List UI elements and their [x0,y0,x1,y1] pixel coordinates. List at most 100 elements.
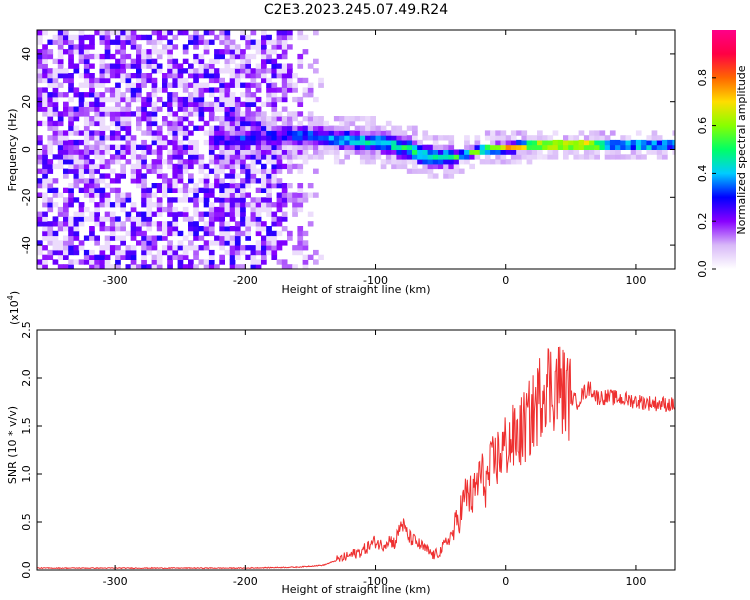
heatmap-cell [307,211,314,217]
heatmap-cell [417,144,423,150]
heatmap-cell [349,135,356,141]
heatmap-cell [328,135,335,141]
heatmap-cell [297,154,304,160]
heatmap-cell [177,101,184,107]
heatmap-cell [104,125,111,131]
heatmap-cell [385,120,392,127]
heatmap-cell [323,130,330,136]
heatmap-cell [63,39,69,45]
heatmap-cell [120,63,126,69]
heatmap-cell [438,163,444,170]
heatmap-cell [94,116,100,122]
heatmap-cell [73,92,80,98]
heatmap-cell [156,53,163,60]
heatmap-cell [281,73,288,79]
colorbar-tick-label: 0.6 [696,117,709,135]
heatmap-cell [365,154,371,160]
heatmap-cell [167,58,173,64]
heatmap-cell [73,221,80,227]
heatmap-cell [57,39,64,45]
heatmap-cell [214,96,220,103]
heatmap-cell [292,154,298,160]
heatmap-cell [609,149,616,155]
heatmap-cell [208,130,215,136]
heatmap-cell [422,154,429,160]
heatmap-cell [234,73,241,79]
heatmap-cell [234,206,241,213]
heatmap-cell [120,73,126,79]
heatmap-cell [255,202,262,208]
heatmap-cell [542,154,548,160]
heatmap-cell [156,39,163,45]
heatmap-cell [68,230,74,237]
heatmap-cell [156,221,163,227]
heatmap-cell [89,101,95,107]
heatmap-cell [156,264,163,269]
heatmap-cell [281,192,288,198]
heatmap-cell [594,130,600,136]
heatmap-cell [63,135,69,141]
heatmap-cell [250,178,257,184]
heatmap-cell [37,135,43,141]
heatmap-cell [125,135,132,141]
heatmap-cell [120,226,126,232]
heatmap-cell [557,144,564,150]
heatmap-cell [250,211,257,217]
heatmap-cell [99,34,106,41]
heatmap-cell [193,183,199,189]
heatmap-cell [89,82,95,88]
heatmap-cell [99,111,106,117]
heatmap-cell [37,183,43,189]
heatmap-cell [302,125,309,131]
heatmap-cell [146,235,153,241]
heatmap-cell [136,87,142,93]
heatmap-cell [297,120,304,127]
heatmap-cell [297,34,304,41]
heatmap-cell [125,53,132,60]
heatmap-cell [271,120,278,127]
heatmap-cell [146,211,153,217]
heatmap-cell [505,135,512,141]
heatmap-cell [229,149,236,155]
heatmap-cell [417,149,423,155]
heatmap-cell [156,183,163,189]
heatmap-cell [266,87,272,93]
heatmap-cell [250,249,257,256]
heatmap-cell [167,96,173,103]
heatmap-cell [83,149,90,155]
heatmap-cell [42,96,48,103]
heatmap-cell [156,154,163,160]
heatmap-cell [490,139,496,146]
heatmap-cell [115,106,121,112]
heatmap-cell [182,211,189,217]
heatmap-cell [510,149,517,155]
heatmap-cell [245,183,251,189]
heatmap-cell [323,149,330,155]
heatmap-cell [255,139,262,146]
heatmap-cell [229,206,236,213]
heatmap-cell [557,139,564,146]
heatmap-cell [89,120,95,127]
heatmap-cell [479,149,486,155]
heatmap-cell [250,120,257,127]
heatmap-cell [83,168,90,174]
heatmap-cell [234,163,241,170]
heatmap-cell [370,116,376,122]
heatmap-cell [125,211,132,217]
heatmap-cell [198,168,205,174]
heatmap-cell [172,125,179,131]
heatmap-cell [297,226,304,232]
snr-y-multiplier-text: (x10 [8,300,21,325]
heatmap-cell [177,63,184,69]
heatmap-cell [375,144,382,150]
heatmap-cell [261,139,267,146]
heatmap-cell [208,73,215,79]
heatmap-cell [172,197,179,203]
heatmap-cell [115,92,121,98]
heatmap-cell [162,77,168,84]
heatmap-cell [318,154,324,160]
heatmap-cell [214,216,220,222]
heatmap-cell [245,96,251,103]
